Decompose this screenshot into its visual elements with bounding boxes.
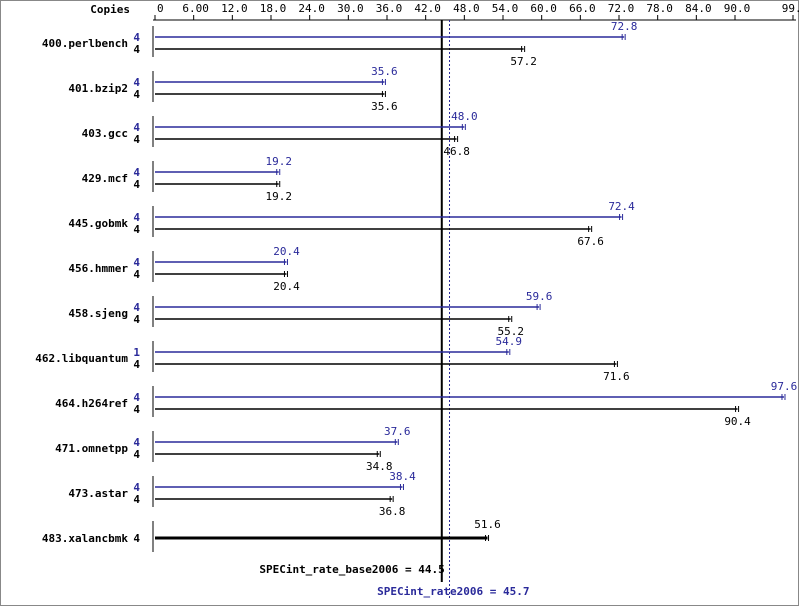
value-label: 54.9 (496, 335, 523, 348)
x-tick-label: 66.0 (569, 2, 596, 15)
copies: 4 (133, 403, 140, 416)
value-label: 20.4 (273, 280, 300, 293)
x-tick-label: 0 (157, 2, 164, 15)
x-tick-label: 6.00 (182, 2, 209, 15)
x-tick-label: 12.0 (221, 2, 248, 15)
value-label: 38.4 (389, 470, 416, 483)
value-label: 51.6 (474, 518, 501, 531)
copies: 4 (133, 223, 140, 236)
x-tick-label: 84.0 (685, 2, 712, 15)
benchmark-name: 429.mcf (82, 172, 128, 185)
x-tick-label: 42.0 (414, 2, 441, 15)
value-label: 36.8 (379, 505, 406, 518)
x-tick-label: 72.0 (608, 2, 635, 15)
x-tick-label: 99.0 (782, 2, 799, 15)
benchmark-name: 400.perlbench (42, 37, 128, 50)
copies: 4 (133, 178, 140, 191)
value-label: 35.6 (371, 65, 398, 78)
copies: 4 (133, 493, 140, 506)
value-label: 37.6 (384, 425, 411, 438)
copies: 4 (133, 43, 140, 56)
copies: 4 (133, 121, 140, 134)
value-label: 48.0 (451, 110, 478, 123)
value-label: 46.8 (443, 145, 470, 158)
copies: 4 (133, 358, 140, 371)
copies: 4 (133, 256, 140, 269)
x-tick-label: 90.0 (724, 2, 751, 15)
benchmark-name: 473.astar (68, 487, 128, 500)
copies: 4 (133, 76, 140, 89)
copies: 4 (133, 166, 140, 179)
benchmark-name: 464.h264ref (55, 397, 128, 410)
value-label: 19.2 (265, 155, 292, 168)
value-label: 59.6 (526, 290, 553, 303)
value-label: 72.8 (611, 20, 638, 33)
value-label: 57.2 (510, 55, 537, 68)
copies: 4 (133, 448, 140, 461)
copies: 4 (133, 313, 140, 326)
axis-label: Copies (90, 3, 130, 16)
value-label: 20.4 (273, 245, 300, 258)
x-tick-label: 78.0 (646, 2, 673, 15)
copies: 4 (133, 391, 140, 404)
x-tick-label: 18.0 (260, 2, 287, 15)
value-label: 19.2 (265, 190, 292, 203)
benchmark-name: 456.hmmer (68, 262, 128, 275)
value-label: 35.6 (371, 100, 398, 113)
value-label: 90.4 (724, 415, 751, 428)
copies: 4 (133, 532, 140, 545)
x-tick-label: 30.0 (337, 2, 364, 15)
benchmark-name: 483.xalancbmk (42, 532, 128, 545)
copies: 4 (133, 133, 140, 146)
copies: 4 (133, 481, 140, 494)
peak-metric-label: SPECint_rate2006 = 45.7 (377, 585, 529, 598)
value-label: 97.6 (771, 380, 798, 393)
benchmark-name: 458.sjeng (68, 307, 128, 320)
benchmark-name: 403.gcc (82, 127, 128, 140)
copies: 4 (133, 88, 140, 101)
copies: 4 (133, 301, 140, 314)
value-label: 55.2 (497, 325, 524, 338)
value-label: 34.8 (366, 460, 393, 473)
value-label: 67.6 (577, 235, 604, 248)
copies: 1 (133, 346, 140, 359)
x-tick-label: 24.0 (298, 2, 325, 15)
x-tick-label: 48.0 (453, 2, 480, 15)
benchmark-name: 401.bzip2 (68, 82, 128, 95)
x-tick-label: 36.0 (376, 2, 403, 15)
benchmark-name: 462.libquantum (35, 352, 128, 365)
copies: 4 (133, 31, 140, 44)
x-tick-label: 54.0 (492, 2, 519, 15)
benchmark-name: 445.gobmk (68, 217, 128, 230)
benchmark-name: 471.omnetpp (55, 442, 128, 455)
base-metric-label: SPECint_rate_base2006 = 44.5 (259, 563, 444, 576)
copies: 4 (133, 436, 140, 449)
copies: 4 (133, 268, 140, 281)
copies: 4 (133, 211, 140, 224)
x-tick-label: 60.0 (530, 2, 557, 15)
value-label: 72.4 (608, 200, 635, 213)
value-label: 71.6 (603, 370, 630, 383)
